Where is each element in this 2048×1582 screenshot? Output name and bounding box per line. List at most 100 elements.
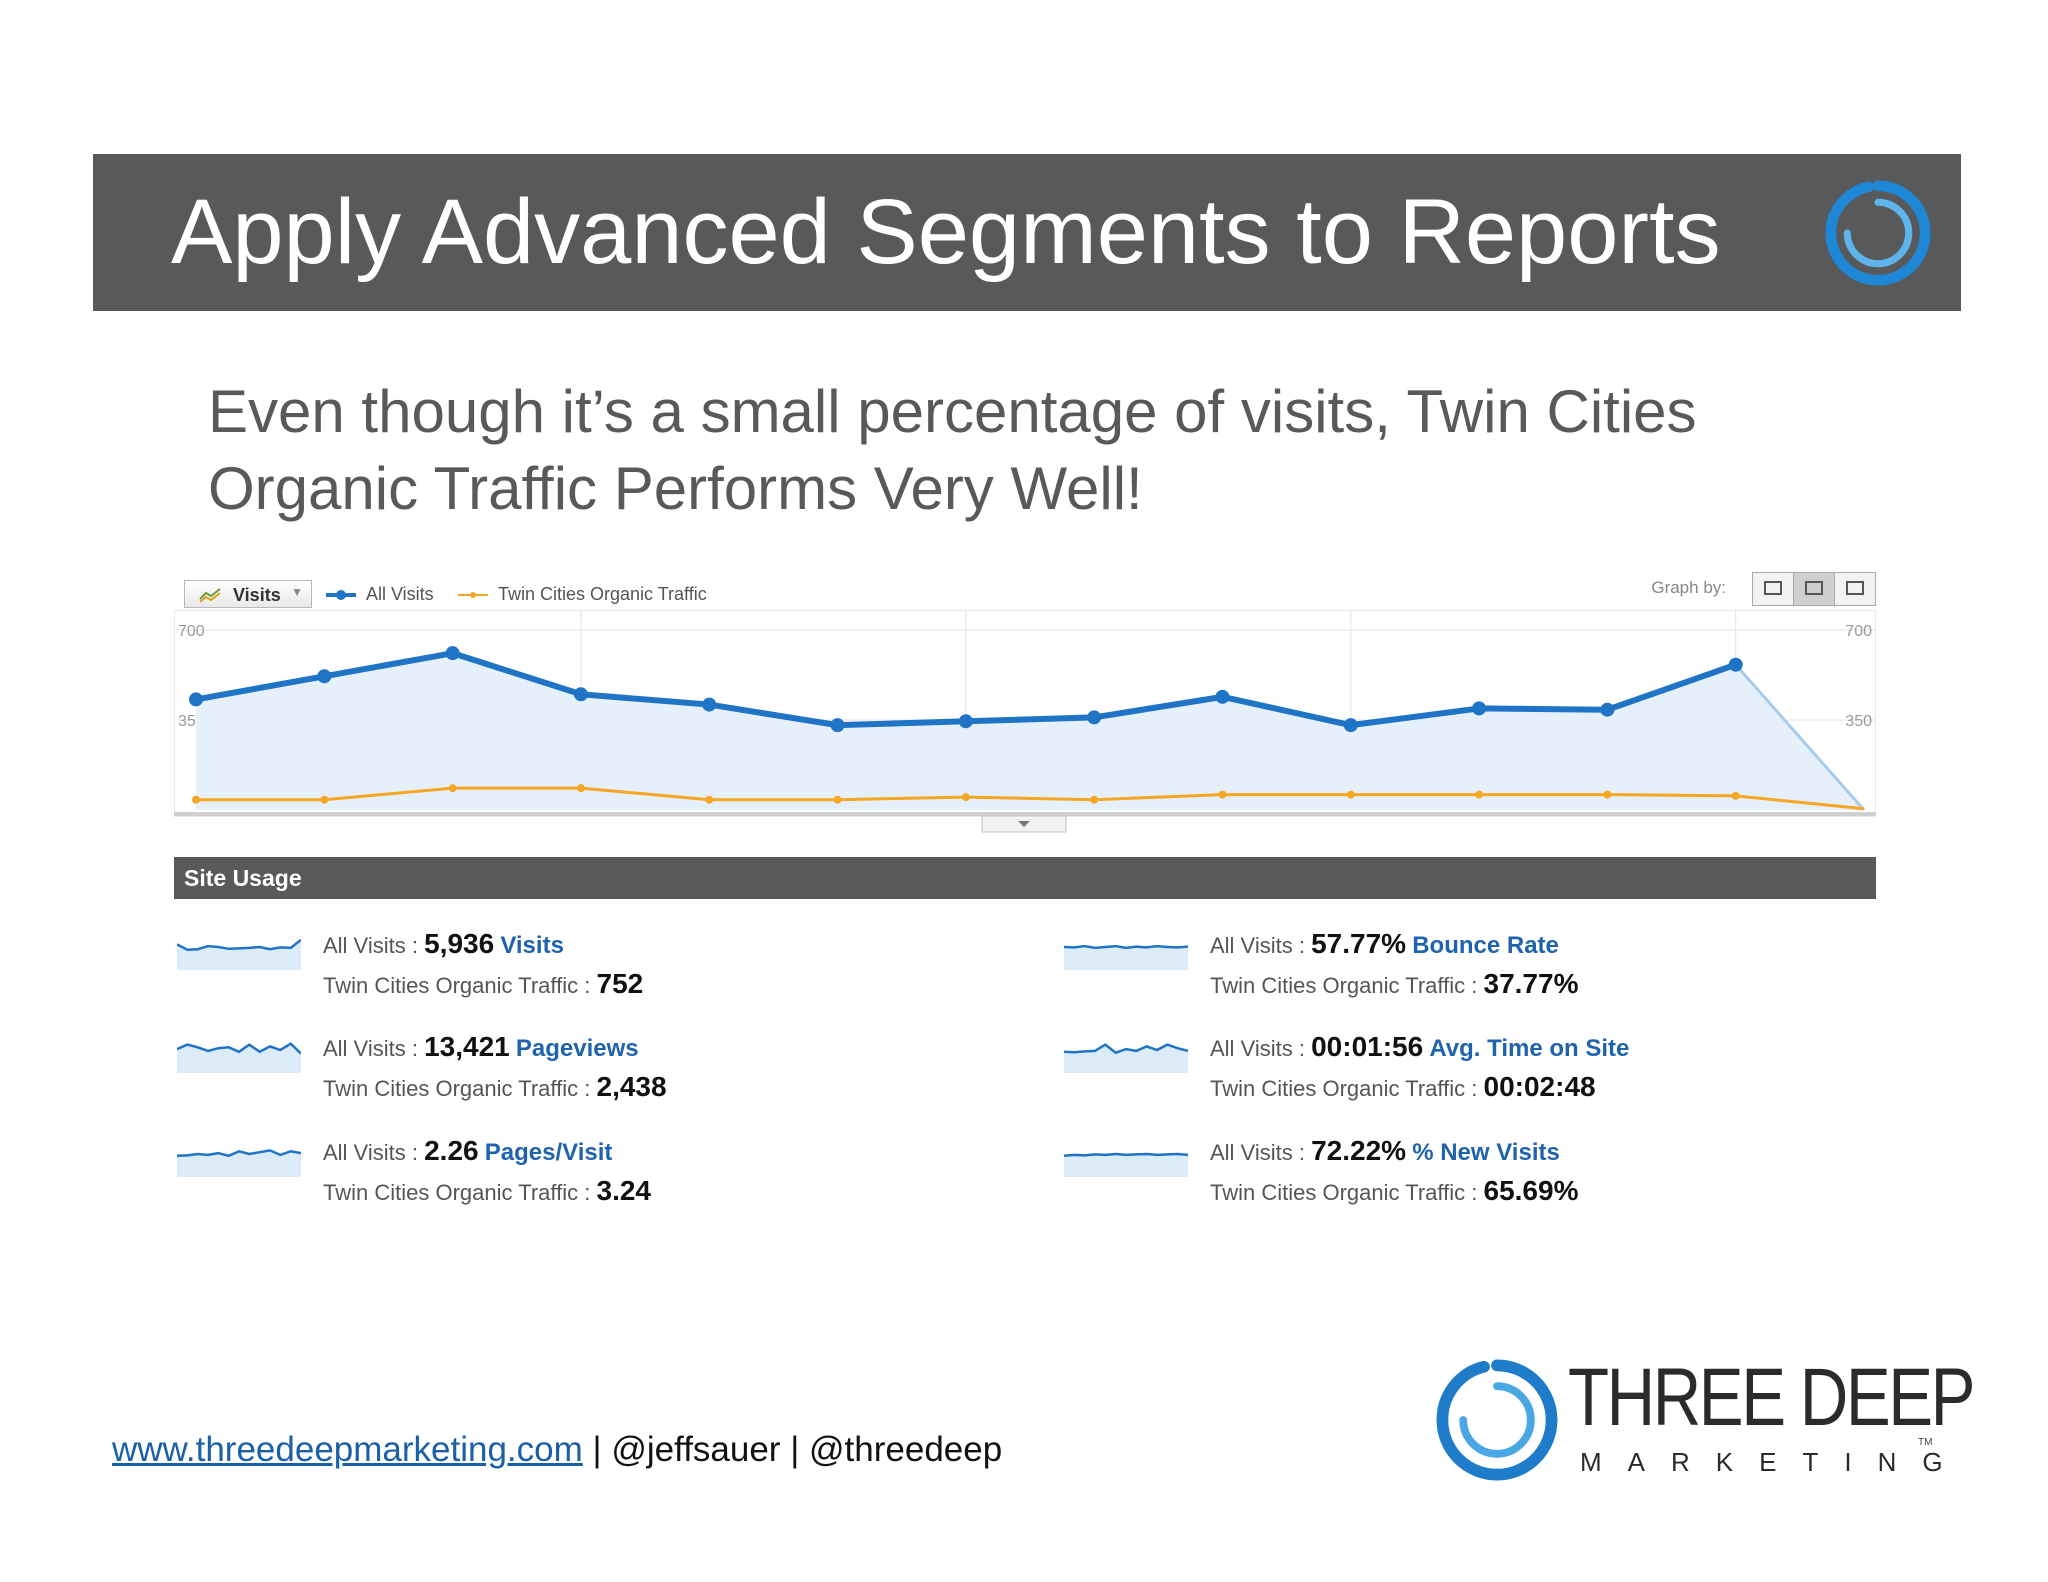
twitter-handle-jeffsauer: @jeffsauer: [611, 1430, 781, 1469]
graph-by-toggle: [1752, 572, 1876, 606]
twin-cities-label: Twin Cities Organic Traffic: [1210, 1180, 1466, 1205]
metric-selector-label: Visits: [233, 585, 281, 605]
all-visits-point: [1087, 710, 1102, 725]
separator: :: [584, 1076, 591, 1101]
day-icon: [1764, 581, 1782, 595]
twin-cities-point: [448, 784, 457, 793]
chart-line-icon: [199, 588, 221, 603]
all-visits-point: [958, 714, 973, 729]
separator: :: [1471, 973, 1478, 998]
metric-1: All Visits : 57.77% Bounce Rate Twin Citi…: [1064, 928, 1824, 1020]
twin-cities-label: Twin Cities Organic Traffic: [1210, 1076, 1466, 1101]
metric-name-link[interactable]: Avg. Time on Site: [1429, 1035, 1630, 1062]
trademark: TM: [1918, 1437, 1933, 1448]
twin-cities-point: [192, 795, 200, 804]
sparkline-icon: [177, 1042, 301, 1073]
legend-twin-label: Twin Cities Organic Traffic: [498, 584, 707, 604]
twin-cities-point: [961, 793, 970, 802]
title-bar: Apply Advanced Segments to Reports: [93, 154, 1961, 311]
metric-0: All Visits : 5,936 Visits Twin Cities Org…: [177, 928, 937, 1020]
graph-by-day-button[interactable]: [1753, 573, 1794, 605]
separator: :: [1471, 1076, 1478, 1101]
all-visits-value: 72.22%: [1311, 1135, 1407, 1166]
site-usage-header: Site Usage: [174, 857, 1876, 899]
twin-cities-row: Twin Cities Organic Traffic : 00:02:48: [1210, 1071, 1596, 1103]
visits-graph-panel: Visits ▼ All Visits Twin Cities Organic …: [174, 570, 1876, 840]
twin-cities-value: 65.69%: [1483, 1175, 1579, 1206]
metric-name-link[interactable]: Pageviews: [515, 1035, 639, 1062]
chevron-down-icon: ▼: [291, 585, 303, 599]
metric-name-link[interactable]: Bounce Rate: [1412, 932, 1559, 959]
y-tick-label-left: 700: [178, 623, 205, 640]
all-visits-point: [1472, 701, 1487, 716]
graph-by-month-button[interactable]: [1835, 573, 1875, 605]
separator: :: [411, 933, 418, 958]
metric-4: All Visits : 2.26 Pages/Visit Twin Cities…: [177, 1135, 937, 1227]
metric-3: All Visits : 00:01:56 Avg. Time on Site T…: [1064, 1031, 1824, 1123]
all-visits-label: All Visits: [323, 1036, 406, 1061]
twin-cities-row: Twin Cities Organic Traffic : 2,438: [323, 1071, 667, 1103]
metric-name-link[interactable]: % New Visits: [1412, 1139, 1560, 1166]
all-visits-line-partial: [1734, 663, 1866, 811]
brand-subtitle: MARKETING: [1580, 1447, 1969, 1477]
twin-cities-value: 37.77%: [1483, 968, 1579, 999]
separator: :: [411, 1140, 418, 1165]
metric-5: All Visits : 72.22% % New Visits Twin Cit…: [1064, 1135, 1824, 1227]
twin-cities-label: Twin Cities Organic Traffic: [1210, 973, 1466, 998]
separator: :: [411, 1036, 418, 1061]
month-icon: [1846, 581, 1864, 595]
footer: www.threedeepmarketing.com | @jeffsauer …: [112, 1430, 1002, 1470]
legend-all-visits: All Visits: [326, 584, 434, 605]
sparkline-icon: [177, 1149, 301, 1177]
twin-cities-point: [705, 795, 714, 804]
footer-separator-1: |: [582, 1430, 612, 1469]
all-visits-point: [445, 646, 460, 661]
all-visits-row: All Visits : 57.77% Bounce Rate: [1210, 928, 1559, 960]
twin-cities-line: [196, 786, 1865, 811]
all-visits-label: All Visits: [1210, 1036, 1293, 1061]
swirl-logo-icon: [1436, 1359, 1558, 1481]
twin-cities-point: [1218, 790, 1227, 799]
all-visits-point: [1728, 657, 1743, 672]
sparkline-icon: [1064, 1152, 1188, 1177]
twin-cities-row: Twin Cities Organic Traffic : 37.77%: [1210, 968, 1578, 1000]
sparkline-icon: [1064, 944, 1188, 970]
website-link[interactable]: www.threedeepmarketing.com: [112, 1430, 583, 1469]
metric-name-link[interactable]: Visits: [500, 932, 564, 959]
graph-by-week-button[interactable]: [1794, 573, 1835, 605]
graph-by-label: Graph by:: [1651, 578, 1726, 597]
all-visits-area: [196, 653, 1864, 810]
all-visits-point: [573, 687, 588, 702]
metric-2: All Visits : 13,421 Pageviews Twin Cities…: [177, 1031, 937, 1123]
separator: :: [1298, 1140, 1305, 1165]
all-visits-label: All Visits: [323, 933, 406, 958]
separator: :: [1298, 933, 1305, 958]
metric-name-link[interactable]: Pages/Visit: [484, 1139, 613, 1166]
chevron-down-icon: [1018, 821, 1030, 827]
twin-cities-label: Twin Cities Organic Traffic: [323, 1076, 579, 1101]
slide-subtitle: Even though it’s a small percentage of v…: [208, 378, 1697, 522]
twin-cities-point: [576, 784, 585, 793]
chart-bottom-bar: [174, 812, 1876, 816]
twin-cities-point: [1731, 791, 1740, 800]
all-visits-row: All Visits : 5,936 Visits: [323, 928, 564, 960]
site-usage-title: Site Usage: [184, 865, 302, 891]
all-visits-row: All Visits : 72.22% % New Visits: [1210, 1135, 1560, 1167]
swirl-logo-icon: [1825, 180, 1931, 286]
separator: :: [1298, 1036, 1305, 1061]
legend-swatch-all-icon: [326, 590, 356, 601]
twin-cities-point: [833, 795, 842, 804]
all-visits-point: [1343, 718, 1358, 733]
twin-cities-point: [320, 795, 329, 804]
twin-cities-value: 752: [596, 968, 644, 999]
all-visits-value: 2.26: [424, 1135, 479, 1166]
twin-cities-point: [1346, 790, 1355, 799]
metric-selector-button[interactable]: Visits ▼: [184, 580, 312, 608]
legend-twin-cities: Twin Cities Organic Traffic: [458, 584, 707, 605]
twin-cities-point: [1090, 795, 1099, 804]
twin-cities-point: [1475, 790, 1484, 799]
twin-cities-label: Twin Cities Organic Traffic: [323, 973, 579, 998]
all-visits-row: All Visits : 00:01:56 Avg. Time on Site: [1210, 1031, 1629, 1063]
all-visits-value: 00:01:56: [1311, 1031, 1424, 1062]
week-icon: [1805, 581, 1823, 595]
